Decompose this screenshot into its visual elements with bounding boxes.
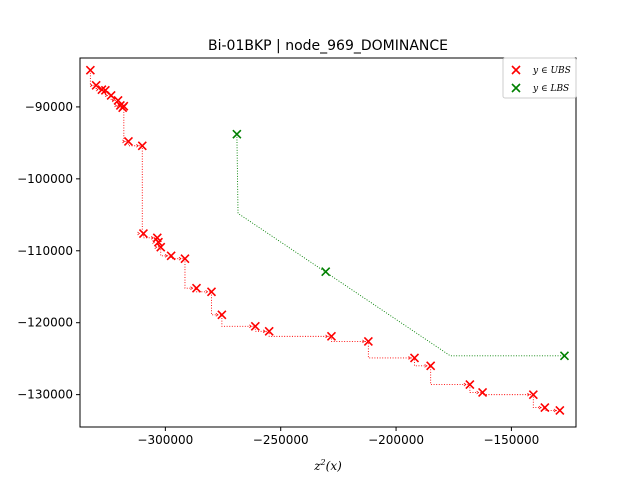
x-tick-label: −150000: [483, 433, 539, 447]
ubs-arrowhead: [325, 334, 329, 339]
ubs-arrowhead: [205, 289, 209, 294]
ubs-point: [180, 254, 190, 264]
legend-marker-lbs: [511, 83, 521, 93]
ubs-point: [156, 242, 166, 252]
ubs-point: [478, 387, 488, 398]
ubs-arrowhead: [136, 143, 139, 148]
ubs-arrowhead: [215, 313, 219, 317]
plot-frame: [79, 57, 577, 428]
ubs-arrowhead: [104, 93, 108, 98]
ubs-point: [138, 228, 149, 239]
ubs-point: [528, 390, 538, 400]
x-axis-label: z2(x): [313, 458, 342, 473]
ubs-point: [166, 251, 176, 261]
ubs-point: [409, 353, 420, 363]
ubs-arrowhead: [408, 356, 412, 360]
ubs-point: [123, 136, 134, 147]
legend-label: y ∈ UBS: [532, 66, 571, 76]
ubs-arrowhead: [463, 382, 467, 387]
ubs-point: [217, 310, 227, 320]
ubs-point: [106, 90, 116, 100]
ubs-arrowhead: [95, 87, 99, 92]
ubs-arrowhead: [424, 364, 428, 368]
lbs-point: [232, 129, 242, 139]
ubs-arrowhead: [151, 236, 154, 240]
ubs-arrowhead: [249, 324, 252, 329]
ubs-arrowhead: [164, 254, 168, 258]
ubs-arrowhead: [137, 231, 141, 236]
ubs-point: [465, 379, 475, 390]
ubs-point: [191, 283, 202, 293]
y-axis: −90000 −100000 −110000 −120000 −130000: [17, 100, 80, 402]
plot-area: [85, 65, 570, 416]
ubs-point: [426, 361, 436, 371]
ubs-arrowhead: [190, 286, 194, 290]
chart-title: Bi-01BKP | node_969_DOMINANCE: [208, 38, 448, 54]
x-tick-label: −250000: [253, 433, 309, 447]
ubs-point: [153, 237, 164, 247]
ubs-point: [137, 141, 147, 151]
legend: y ∈ UBS y ∈ LBS: [502, 57, 577, 99]
ubs-point: [85, 65, 95, 75]
ubs-point: [326, 331, 337, 341]
ubs-point: [363, 336, 373, 346]
ubs-arrowhead: [111, 98, 115, 103]
ubs-point: [264, 326, 274, 336]
y-tick-label: −130000: [17, 388, 73, 402]
lbs-line: [236, 134, 565, 357]
lbs-point: [321, 267, 331, 277]
x-axis: −300000 −250000 −200000 −150000: [137, 427, 539, 447]
lbs-point: [559, 351, 570, 361]
x-tick-label: −200000: [368, 433, 424, 447]
legend-box: [502, 57, 577, 99]
ubs-point: [555, 405, 565, 416]
ubs-arrowhead: [178, 256, 182, 261]
ubs-arrowhead: [553, 408, 557, 413]
ubs-arrowhead: [122, 139, 126, 144]
ubs-point: [119, 101, 129, 111]
y-tick-label: −100000: [17, 172, 73, 186]
legend-marker-ubs: [511, 65, 521, 75]
ubs-arrowhead: [89, 83, 93, 88]
ubs-arrowhead: [362, 339, 365, 344]
ubs-arrowhead: [538, 405, 542, 410]
y-tick-label: −90000: [25, 100, 73, 114]
ubs-point: [97, 85, 107, 95]
y-tick-label: −120000: [17, 316, 73, 330]
ubs-point: [540, 403, 550, 413]
y-tick-label: −110000: [17, 244, 73, 258]
ubs-point: [250, 321, 260, 331]
ubs-point: [91, 80, 101, 90]
x-tick-label: −300000: [137, 433, 193, 447]
legend-label: y ∈ LBS: [532, 84, 569, 94]
ubs-arrowhead: [527, 392, 530, 397]
ubs-arrowhead: [476, 390, 480, 395]
ubs-arrowhead: [262, 329, 266, 334]
ubs-point: [206, 287, 217, 297]
